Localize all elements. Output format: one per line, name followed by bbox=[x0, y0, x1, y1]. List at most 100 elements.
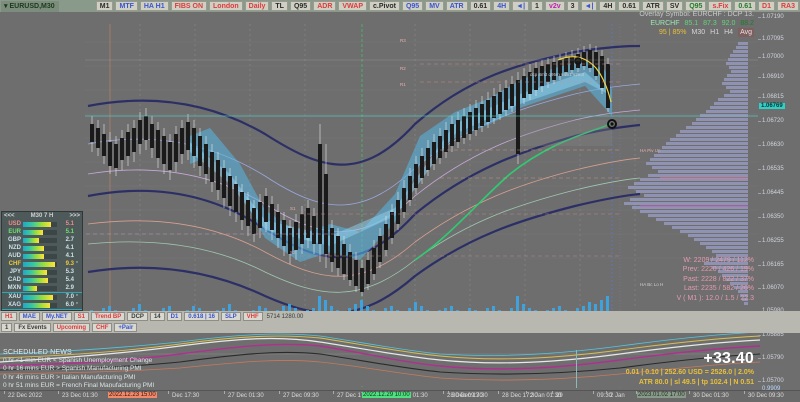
currency-strength-panel[interactable]: <<< M30 7 H >>> USD 5.1 EUR 5.1 GBP 2.7 NZD 4.1… bbox=[1, 211, 83, 311]
toolbar-button-11[interactable]: Q95 bbox=[401, 1, 424, 11]
currency-row-usd[interactable]: USD 5.1 bbox=[2, 220, 82, 228]
bottom-toolbar-1-button-5[interactable]: DCP bbox=[127, 312, 148, 321]
toolbar-button-14[interactable]: 0.61 bbox=[469, 1, 492, 11]
currency-row-aud[interactable]: AUD 4.1 bbox=[2, 252, 82, 260]
bottom-toolbar-1-button-1[interactable]: MAE bbox=[18, 312, 41, 321]
bottom-toolbar-1-button-6[interactable]: 14 bbox=[149, 312, 165, 321]
symbol-tab-label: EURUSD,M30 bbox=[9, 2, 55, 10]
news-item[interactable]: 0 hr 16 mins EUR > Spanish Manufacturing… bbox=[3, 365, 142, 373]
symbol-tab[interactable]: ▾ EURUSD,M30 bbox=[1, 0, 59, 12]
metal-row-xag[interactable]: XAG 6.0 * bbox=[2, 301, 82, 309]
news-item[interactable]: 0 hr 51 mins EUR = French Final Manufact… bbox=[3, 381, 155, 389]
toolbar-button-21[interactable]: 4H bbox=[599, 1, 617, 11]
bottom-toolbar-1-button-8[interactable]: 0.618 | 16 bbox=[184, 312, 219, 321]
strength-value: 5.4 bbox=[65, 277, 74, 283]
toolbar-button-23[interactable]: ATR bbox=[642, 1, 664, 11]
toolbar-button-6[interactable]: TL bbox=[271, 1, 288, 11]
currency-row-nzd[interactable]: NZD 4.1 bbox=[2, 244, 82, 252]
toolbar-button-29[interactable]: RA3 bbox=[776, 1, 799, 11]
overlay-value-2: 92.0 bbox=[721, 20, 736, 27]
price-axis[interactable]: 1.07190 1.07095 1.07000 1.06910 1.06815 1.067… bbox=[758, 12, 800, 401]
currency-code: GBP bbox=[7, 237, 21, 243]
currency-row-chf[interactable]: CHF 9.3 * bbox=[2, 260, 82, 268]
toolbar-button-8[interactable]: ADR bbox=[313, 1, 337, 11]
price-tick-14: 1.05885 bbox=[758, 332, 784, 338]
time-tick-6: 27 Dec 17:30 bbox=[333, 391, 373, 399]
toolbar-button-18[interactable]: v2v bbox=[544, 1, 565, 11]
currency-code: CHF bbox=[8, 261, 21, 267]
strength-value: 5.1 bbox=[65, 229, 74, 235]
toolbar-button-26[interactable]: s.Fix bbox=[708, 1, 733, 11]
toolbar-button-2[interactable]: HA H1 bbox=[139, 1, 169, 11]
toolbar-button-19[interactable]: 3 bbox=[566, 1, 579, 11]
toolbar-button-0[interactable]: M1 bbox=[95, 1, 114, 11]
toolbar-button-4[interactable]: London bbox=[209, 1, 243, 11]
toolbar-button-28[interactable]: D1 bbox=[758, 1, 775, 11]
toolbar-button-13[interactable]: ATR bbox=[445, 1, 468, 11]
toolbar-button-25[interactable]: Q95 bbox=[685, 1, 707, 11]
bottom-toolbar-2-button-3[interactable]: CHF bbox=[92, 323, 113, 332]
svg-text:R3: R3 bbox=[400, 38, 406, 43]
currency-row-mxn[interactable]: MXN 2.9 bbox=[2, 284, 82, 292]
next-arrow-button[interactable]: >>> bbox=[69, 213, 80, 219]
currency-code: XAU bbox=[8, 294, 21, 300]
time-tick-9: 28 Dec 17:30 bbox=[498, 391, 538, 399]
price-chart-canvas[interactable]: R3 R2 R1 S1 S2 HA Piv Up dcp 4m3 q95m ss… bbox=[0, 24, 800, 388]
bottom-toolbar-1-button-0[interactable]: H1 bbox=[1, 312, 17, 321]
bottom-toolbar-1-button-2[interactable]: My.NET bbox=[42, 312, 72, 321]
bottom-toolbar-1-button-3[interactable]: S1 bbox=[73, 312, 89, 321]
toolbar-button-15[interactable]: 4H bbox=[493, 1, 511, 11]
toolbar-button-17[interactable]: 1 bbox=[531, 1, 543, 11]
toolbar-button-22[interactable]: 0.61 bbox=[618, 1, 640, 11]
news-item[interactable]: 0 hr 46 mins EUR > Italian Manufacturing… bbox=[3, 373, 136, 381]
toolbar-button-27[interactable]: 0.61 bbox=[734, 1, 757, 11]
toolbar-button-20[interactable]: ◄| bbox=[580, 1, 598, 11]
price-tick-6: 1.06630 bbox=[758, 142, 784, 148]
toolbar-button-24[interactable]: SV bbox=[665, 1, 684, 11]
news-item[interactable]: 0 hr <1 min EUR < Spanish Unemployment C… bbox=[3, 357, 153, 365]
wstat-row: V ( M1 ): 12.0 / 1.5 / 22.3 bbox=[676, 294, 754, 302]
toolbar-button-7[interactable]: Q95 bbox=[289, 1, 312, 11]
overlay-value-1: 87.3 bbox=[703, 20, 717, 27]
bottom-toolbar-1-button-9[interactable]: SLP bbox=[221, 312, 241, 321]
toolbar-button-10[interactable]: c.Pivot bbox=[369, 1, 400, 11]
currency-row-gbp[interactable]: GBP 2.7 bbox=[2, 236, 82, 244]
overlay-tf-h4[interactable]: H4 bbox=[724, 29, 734, 36]
currency-code: NZD bbox=[8, 245, 21, 251]
currency-row-cad[interactable]: CAD 5.4 bbox=[2, 276, 82, 284]
currency-row-eur[interactable]: EUR 5.1 bbox=[2, 228, 82, 236]
time-tick-5: 27 Dec 09:30 bbox=[279, 391, 319, 399]
bottom-toolbar-2-button-0[interactable]: 1 bbox=[1, 323, 13, 332]
time-tick-b-1: 2 Jan 01:30 bbox=[525, 391, 562, 399]
metal-row-xau[interactable]: XAU 7.0 * bbox=[2, 293, 82, 301]
price-tick-8: 1.06445 bbox=[758, 190, 784, 196]
strength-star-icon: * bbox=[76, 294, 78, 300]
strength-star-icon: * bbox=[76, 302, 78, 308]
bottom-toolbar-1-button-7[interactable]: D1 bbox=[166, 312, 183, 321]
price-tick-1: 1.07095 bbox=[758, 36, 784, 42]
toolbar-button-1[interactable]: MTF bbox=[115, 1, 138, 11]
toolbar-button-16[interactable]: ◄| bbox=[512, 1, 530, 11]
bottom-toolbar-1-button-4[interactable]: Trend BP bbox=[90, 312, 126, 321]
currency-panel-timeframe[interactable]: M30 7 H bbox=[30, 213, 54, 219]
metal-rows: XAU 7.0 * XAG 6.0 * bbox=[2, 292, 82, 310]
overlay-avg-badge[interactable]: Avg bbox=[738, 28, 754, 37]
strength-bar bbox=[23, 302, 57, 308]
prev-arrow-button[interactable]: <<< bbox=[4, 213, 15, 219]
strength-bar bbox=[23, 245, 57, 251]
toolbar-button-5[interactable]: Daily bbox=[244, 1, 270, 11]
toolbar-button-9[interactable]: VWAP bbox=[338, 1, 367, 11]
bottom-toolbar-2-button-4[interactable]: +Pair bbox=[114, 323, 138, 332]
svg-text:R2: R2 bbox=[400, 66, 406, 71]
risk-row: ATR 80.0 | sl 49.5 | tp 102.4 | N 0.51 bbox=[638, 379, 754, 386]
overlay-tf-m30[interactable]: M30 bbox=[691, 29, 706, 36]
time-tick-0: 22 Dec 2022 bbox=[3, 391, 43, 399]
currency-row-jpy[interactable]: JPY 5.3 bbox=[2, 268, 82, 276]
toolbar-button-12[interactable]: MV bbox=[425, 1, 444, 11]
bottom-toolbar-1-button-10[interactable]: VHF bbox=[242, 312, 263, 321]
toolbar-button-3[interactable]: FIBS ON bbox=[170, 1, 208, 11]
bottom-toolbar-2-button-1[interactable]: Fx Events bbox=[14, 323, 51, 332]
bottom-toolbar-2-button-2[interactable]: Upcoming bbox=[52, 323, 91, 332]
overlay-tf-h1[interactable]: H1 bbox=[710, 29, 720, 36]
